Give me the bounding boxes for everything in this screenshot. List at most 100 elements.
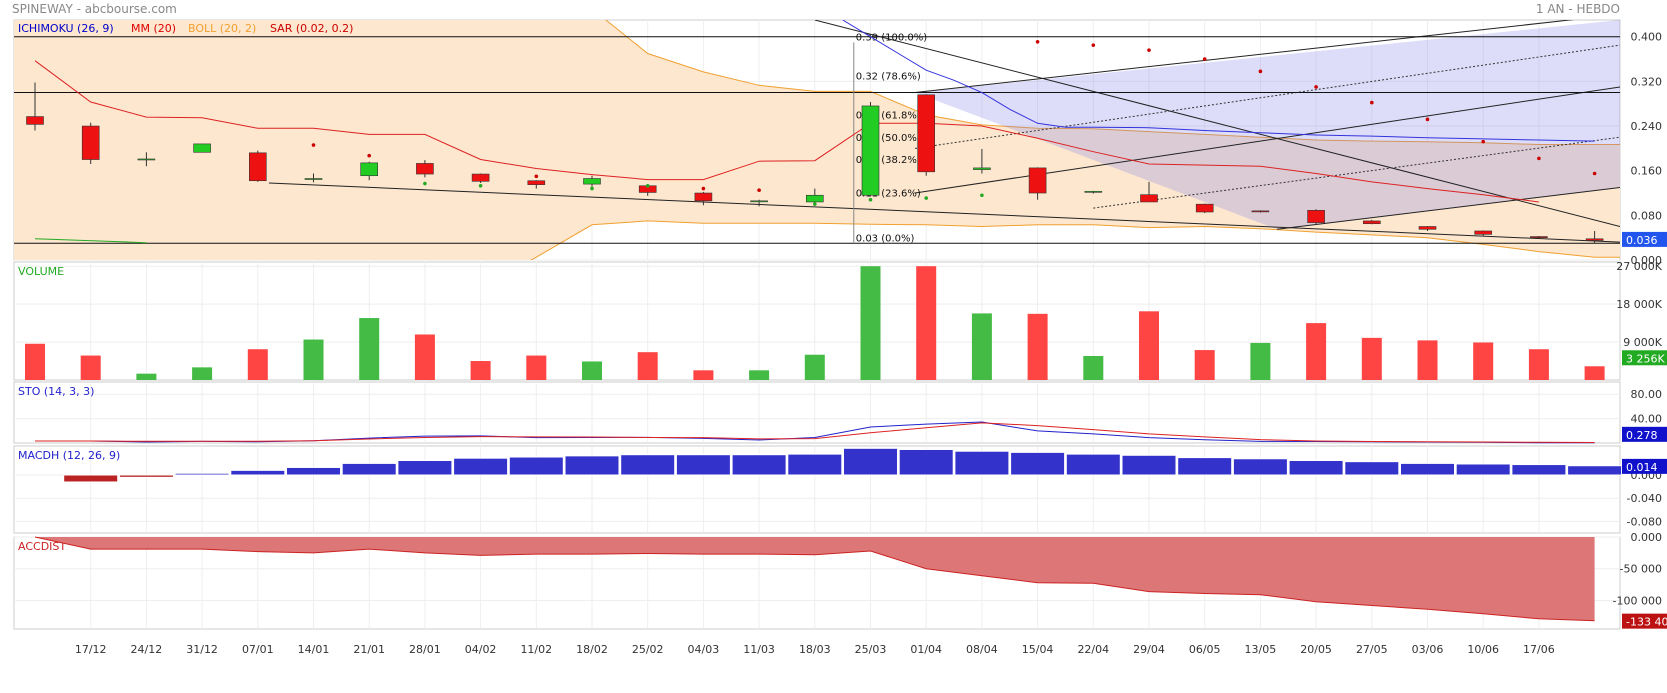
macd-histogram-bar	[63, 474, 119, 483]
x-tick-label: 01/04	[910, 643, 942, 656]
moving-average-line	[34, 60, 1539, 203]
volume-bar	[1584, 366, 1605, 380]
macd-histogram-bar	[620, 454, 676, 476]
candle-body	[1195, 203, 1214, 213]
candle-body	[81, 125, 100, 160]
panel-volume: 27 000K 18 000K 9 000K VOLUME 3 256K	[13, 260, 1667, 381]
macd-histogram-bar	[1400, 462, 1455, 476]
sar-point	[645, 183, 650, 188]
sar-point	[1370, 100, 1374, 105]
y-tick-label: 80.00	[1631, 388, 1663, 401]
sar-point	[1537, 156, 1541, 161]
panel-title: VOLUME	[18, 265, 64, 278]
candle-body	[1363, 220, 1381, 225]
y-tick-label: -100 000	[1613, 594, 1662, 607]
panel-title: MACDH (12, 26, 9)	[18, 449, 120, 462]
candle-body	[193, 143, 211, 153]
y-tick-label: -50 000	[1620, 563, 1662, 576]
trend-line	[1277, 186, 1620, 230]
volume-bar	[414, 334, 435, 380]
volume-bar	[526, 355, 547, 380]
accdist-area	[35, 537, 1595, 621]
stochastic-line	[35, 422, 1595, 443]
bollinger-band-fill	[14, 20, 1620, 260]
candle-body	[917, 94, 936, 173]
macd-histogram-bar	[341, 462, 397, 476]
macd-histogram-bar	[230, 469, 286, 476]
indicator-segment	[34, 238, 147, 244]
ichimoku-line	[842, 20, 1595, 142]
last-value-label: 3 256K	[1626, 352, 1665, 365]
volume-bar	[80, 355, 101, 380]
macd-histogram-bar	[397, 460, 453, 476]
volume-bar	[1027, 313, 1048, 380]
macd-histogram-bar	[954, 450, 1010, 476]
last-value-label: 0.278	[1626, 429, 1658, 442]
x-tick-label: 17/06	[1523, 643, 1555, 656]
sar-point	[980, 193, 984, 198]
y-tick-label: 0.240	[1631, 120, 1663, 133]
sar-point	[1091, 43, 1096, 47]
macd-histogram-bar	[675, 454, 731, 476]
trend-line	[814, 20, 1620, 227]
sar-point	[367, 153, 372, 158]
volume-bar	[1083, 355, 1104, 380]
candle-body	[360, 162, 379, 177]
last-value-label: -133 40	[1626, 616, 1667, 629]
bollinger-upper-line	[605, 20, 1620, 145]
sar-point	[1425, 117, 1430, 122]
x-tick-label: 11/03	[743, 643, 775, 656]
trend-line	[268, 182, 1620, 243]
volume-bar	[303, 339, 324, 380]
x-tick-label: 07/01	[242, 643, 274, 656]
chart-source-title: SPINEWAY - abcbourse.com	[12, 2, 177, 16]
y-tick-label: 0.400	[1631, 31, 1663, 44]
sar-point	[311, 143, 316, 147]
legend-item: SAR (0.02, 0.2)	[270, 22, 353, 35]
sar-point	[534, 174, 539, 179]
macd-histogram-bar	[508, 456, 564, 476]
x-tick-label: 04/03	[688, 643, 720, 656]
x-tick-label: 13/05	[1245, 643, 1277, 656]
legend-item: BOLL (20, 2)	[188, 22, 256, 35]
x-tick-label: 25/02	[632, 643, 664, 656]
trend-channel-fill	[915, 20, 1620, 230]
last-value-badge	[1622, 458, 1667, 474]
x-tick-label: 18/02	[576, 643, 608, 656]
candle-body	[973, 167, 991, 170]
candle-body	[1084, 191, 1103, 193]
candle-body	[527, 180, 546, 185]
macd-histogram-bar	[453, 457, 509, 476]
y-tick-label: 0.320	[1631, 75, 1663, 88]
chart-period-label: 1 AN - HEBDO	[1536, 2, 1620, 16]
macd-histogram-bar	[174, 472, 230, 476]
panel-sto: 80.00 40.00 STO (14, 3, 3) 0.278	[13, 381, 1667, 444]
x-tick-label: 27/05	[1356, 643, 1388, 656]
volume-bar	[693, 370, 714, 380]
trend-line	[915, 20, 1575, 94]
last-value-badge	[1622, 613, 1667, 629]
macd-histogram-bar	[787, 453, 843, 476]
x-tick-label: 15/04	[1022, 643, 1054, 656]
candle-body	[1307, 210, 1325, 223]
sar-point	[1202, 57, 1207, 61]
x-tick-label: 29/04	[1133, 643, 1165, 656]
fibonacci-label: 0.39 (100.0%)	[856, 32, 927, 43]
candle-body	[249, 152, 267, 182]
candle-body	[1028, 167, 1047, 194]
macd-histogram-bar	[1567, 465, 1623, 476]
volume-bar	[136, 373, 157, 380]
candle-body	[1418, 226, 1437, 230]
volume-bar	[860, 266, 881, 380]
macd-histogram-bar	[118, 474, 174, 478]
sar-point	[423, 181, 427, 186]
macd-histogram-bar	[1232, 458, 1288, 476]
volume-bar	[25, 343, 45, 380]
volume-bar	[637, 352, 658, 380]
x-tick-label: 31/12	[186, 643, 218, 656]
macd-histogram-bar	[898, 448, 954, 476]
x-tick-label: 28/01	[409, 643, 441, 656]
y-tick-label: -0.040	[1627, 492, 1662, 505]
volume-bar	[1417, 340, 1438, 380]
